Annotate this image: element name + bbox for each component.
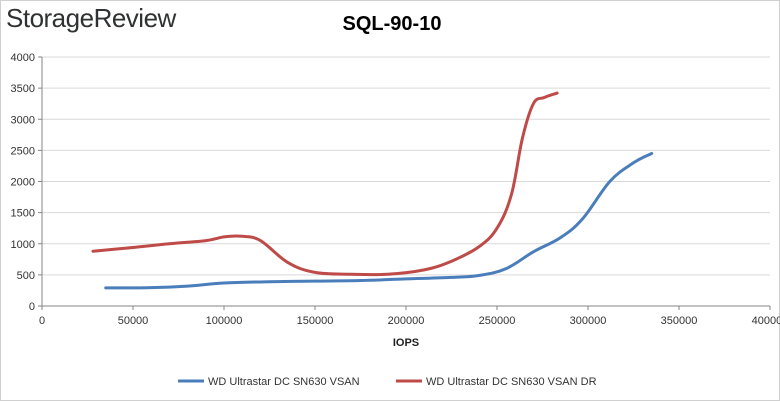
x-tick-label: 50000 xyxy=(118,315,149,327)
x-tick-label: 150000 xyxy=(297,315,334,327)
y-tick-label: 2000 xyxy=(11,177,35,189)
series-line-1 xyxy=(104,152,654,290)
x-tick-label: 200000 xyxy=(388,315,425,327)
y-tick-label: 0 xyxy=(29,301,35,313)
legend-label-1: WD Ultrastar DC SN630 VSAN xyxy=(208,376,360,388)
y-tick-label: 2500 xyxy=(11,145,35,157)
gridlines xyxy=(42,56,770,276)
y-tick-label: 4000 xyxy=(11,52,35,64)
x-tick-label: 400000 xyxy=(752,315,780,327)
y-tick-label: 3000 xyxy=(11,114,35,126)
x-tick-labels: 0 50000 100000 150000 200000 250000 300000 3500… xyxy=(39,315,780,327)
x-tick-label: 350000 xyxy=(661,315,698,327)
y-tick-labels: 0 500 1000 1500 2000 2500 3000 3500 4000 xyxy=(11,52,35,313)
y-tick-label: 1000 xyxy=(11,239,35,251)
legend-label-2: WD Ultrastar DC SN630 VSAN DR xyxy=(426,376,597,388)
x-tick-label: 250000 xyxy=(479,315,516,327)
y-tick-label: 3500 xyxy=(11,83,35,95)
x-tick-label: 0 xyxy=(39,315,45,327)
y-tick-label: 1500 xyxy=(11,208,35,220)
x-tick-label: 100000 xyxy=(206,315,243,327)
x-axis-label: IOPS xyxy=(393,337,419,349)
x-tick-label: 300000 xyxy=(570,315,607,327)
chart-title-wrap: SQL-90-10 xyxy=(0,13,780,36)
series-lines xyxy=(91,91,654,290)
chart-title: SQL-90-10 xyxy=(342,13,442,35)
axes xyxy=(38,56,771,310)
brand-logo-text: StorageReview xyxy=(6,3,176,33)
legend: WD Ultrastar DC SN630 VSAN WD Ultrastar D… xyxy=(178,376,597,388)
y-tick-label: 500 xyxy=(17,270,35,282)
series-line-2 xyxy=(91,91,559,277)
